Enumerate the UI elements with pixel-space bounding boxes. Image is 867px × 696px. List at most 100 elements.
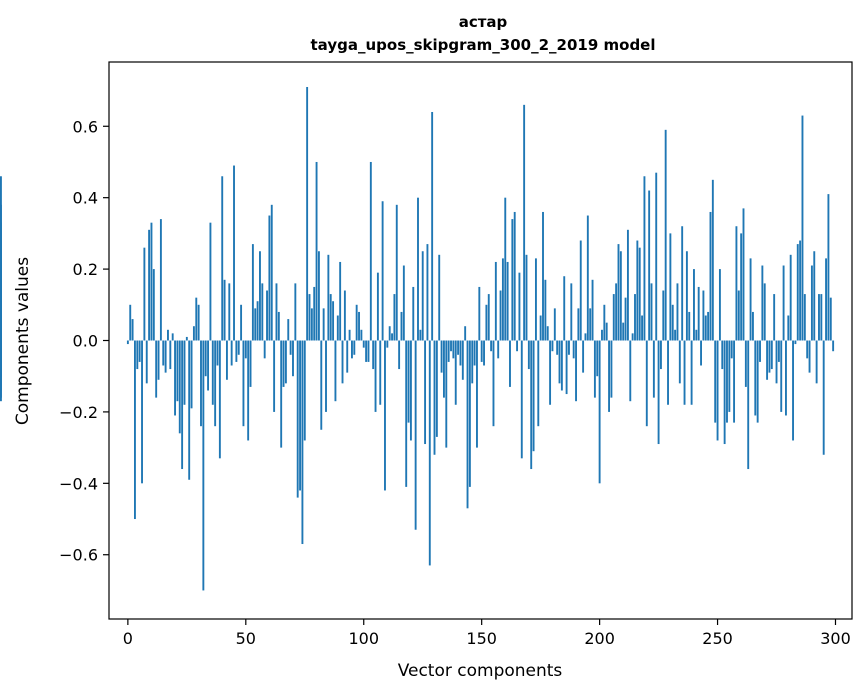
bar-129 [431, 111, 434, 341]
bar-95 [351, 340, 353, 359]
bar-154 [490, 340, 493, 352]
bar-257 [733, 340, 736, 423]
bar-185 [563, 276, 566, 341]
x-tick-label: 150 [466, 629, 497, 648]
bar-54 [254, 308, 257, 341]
bar-34 [207, 340, 210, 391]
bar-89 [336, 315, 339, 341]
bar-211 [624, 297, 627, 341]
bar-78 [310, 308, 313, 341]
bar-18 [169, 340, 172, 370]
bar-162 [509, 340, 511, 387]
bar-94 [348, 329, 351, 341]
bar-188 [570, 283, 573, 341]
plot-frame [108, 61, 853, 620]
bar-6 [141, 340, 143, 484]
bar-41 [223, 279, 226, 341]
bar-47 [237, 340, 240, 355]
bar-184 [560, 340, 563, 391]
bar-210 [622, 322, 625, 341]
bar-167 [520, 340, 523, 459]
bar-254 [726, 340, 728, 423]
bar-undefined [0, 204, 2, 341]
bar-263 [747, 340, 750, 470]
bar-139 [454, 340, 457, 405]
bar-212 [626, 229, 629, 341]
bar-102 [367, 340, 370, 362]
x-tick-label: 200 [584, 629, 615, 648]
bar-194 [584, 333, 587, 341]
bar-57 [261, 283, 264, 341]
bar-199 [596, 340, 599, 377]
bar-269 [761, 265, 764, 341]
bar-109 [384, 340, 386, 491]
bar-291 [813, 251, 816, 341]
bar-39 [218, 340, 221, 459]
bar-80 [315, 161, 318, 341]
chart-subtitle: tayga_upos_skipgram_300_2_2019 model [311, 36, 656, 54]
bar-125 [421, 251, 424, 341]
bar-64 [277, 311, 280, 341]
bar-48 [240, 304, 243, 341]
bar-11 [152, 269, 155, 341]
y-tick-label: 0.0 [73, 332, 98, 351]
bar-71 [294, 283, 297, 341]
x-tick-label: 50 [236, 629, 256, 648]
bar-293 [818, 294, 820, 341]
bar-249 [714, 340, 717, 423]
bar-96 [353, 340, 356, 355]
bar-25 [185, 336, 188, 341]
bar-93 [346, 340, 349, 373]
bar-61 [270, 204, 273, 341]
x-tick-label: 100 [348, 629, 379, 648]
bar-219 [643, 176, 646, 341]
bar-214 [631, 333, 634, 341]
bar-58 [263, 340, 266, 359]
bar-248 [711, 179, 714, 341]
bar-287 [803, 294, 806, 341]
bar-221 [648, 190, 651, 341]
bar-209 [619, 251, 622, 341]
x-tick-label: 300 [820, 629, 851, 648]
bar-36 [211, 340, 214, 405]
bar-undefined [0, 301, 2, 341]
bar-275 [775, 340, 778, 384]
bar-203 [605, 322, 608, 341]
bar-197 [591, 279, 594, 341]
bar-32 [202, 340, 205, 591]
bar-74 [301, 340, 304, 545]
bar-239 [690, 340, 693, 405]
bar-119 [407, 340, 410, 423]
bar-4 [136, 340, 139, 370]
bar-204 [608, 340, 610, 412]
bar-5 [138, 340, 141, 362]
bar-183 [558, 340, 561, 384]
bar-59 [266, 290, 268, 341]
bar-200 [598, 340, 601, 484]
bar-97 [355, 304, 358, 341]
bar-82 [320, 340, 323, 430]
bar-170 [527, 340, 530, 370]
bar-251 [718, 269, 721, 341]
bar-118 [405, 340, 408, 487]
bar-60 [268, 215, 271, 341]
bar-9 [148, 229, 151, 341]
bar-299 [832, 340, 835, 352]
bar-117 [402, 265, 405, 341]
bar-224 [655, 172, 658, 341]
bars-group [0, 86, 835, 591]
bar-76 [306, 86, 309, 341]
bar-272 [768, 340, 771, 373]
bar-252 [721, 340, 724, 370]
bar-174 [537, 340, 540, 427]
bar-70 [292, 340, 294, 377]
bar-124 [419, 329, 422, 341]
bar-140 [457, 340, 460, 355]
bar-131 [435, 340, 438, 437]
bar-135 [445, 340, 448, 448]
bar-179 [549, 340, 552, 405]
bar-12 [155, 340, 158, 398]
bar-75 [303, 340, 306, 441]
bar-213 [629, 340, 632, 402]
